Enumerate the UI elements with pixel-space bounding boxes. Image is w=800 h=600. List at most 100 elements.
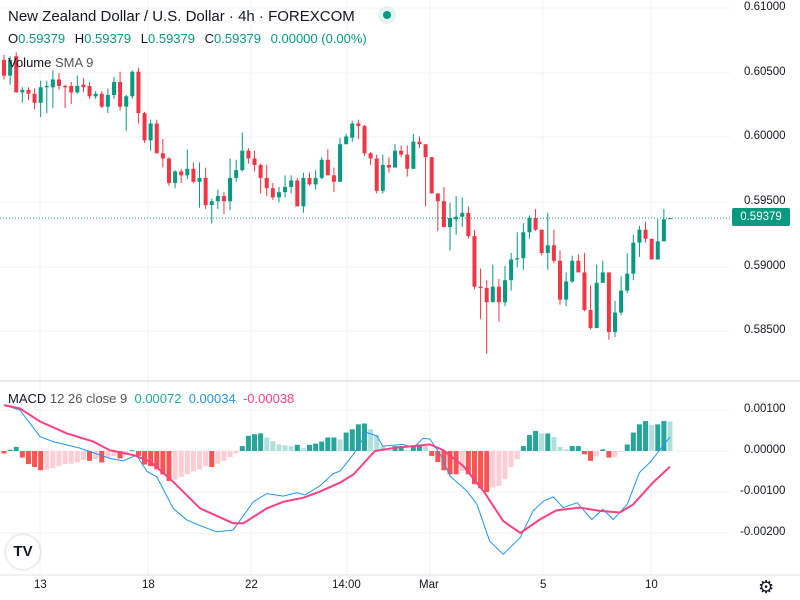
macd-histogram-bar (68, 451, 74, 464)
macd-histogram-bar (215, 451, 221, 464)
candle-body (655, 241, 660, 260)
candle-body (637, 229, 642, 243)
macd-axis-label: -0.00200 (740, 526, 786, 538)
macd-histogram-bar (300, 448, 306, 451)
macd-histogram-bar (233, 451, 239, 454)
macd-histogram-bar (606, 451, 612, 458)
macd-histogram-bar (667, 421, 673, 451)
candle-body (393, 150, 398, 168)
candle-body (130, 71, 135, 97)
macd-histogram-bar (239, 446, 245, 451)
candle-body (246, 150, 251, 159)
macd-histogram-bar (398, 446, 404, 451)
macd-histogram-bar (44, 451, 50, 470)
open-label: O (8, 31, 19, 46)
candle-body (319, 159, 324, 178)
candle-body (460, 212, 465, 217)
candle-body (545, 245, 550, 254)
macd-histogram-bar (325, 437, 331, 451)
macd-histogram-bar (270, 441, 276, 451)
candle-body (472, 236, 477, 287)
macd-histogram-bar (32, 451, 38, 467)
tradingview-logo[interactable]: TV (6, 535, 40, 569)
candle-body (338, 144, 343, 182)
candle-body (301, 177, 306, 207)
macd-histogram-bar (539, 433, 545, 451)
candle-body (417, 141, 422, 145)
gear-icon[interactable]: ⚙ (758, 577, 775, 597)
volume-sma-label: SMA 9 (55, 55, 94, 70)
market-open-dot-icon[interactable] (378, 6, 396, 24)
candle-body (478, 286, 483, 288)
macd-histogram-bar (404, 450, 410, 452)
candle-body (69, 85, 74, 93)
macd-histogram-bar (142, 451, 148, 465)
macd-histogram-bar (618, 451, 624, 452)
macd-signal-value: -0.00038 (242, 391, 295, 406)
macd-line-value: 0.00034 (188, 391, 236, 406)
macd-histogram-bar (172, 451, 178, 480)
macd-histogram-bar (594, 451, 600, 456)
price-axis-label: 0.61000 (744, 1, 786, 13)
symbol-title[interactable]: New Zealand Dollar / U.S. Dollar · 4h · … (8, 8, 355, 25)
macd-histogram-bar (190, 451, 196, 472)
macd-histogram-bar (19, 451, 25, 458)
candle-body (87, 85, 92, 97)
candle-body (411, 141, 416, 169)
candle-body (111, 82, 116, 96)
candle-body (350, 123, 355, 138)
candle-body (582, 272, 587, 310)
volume-legend[interactable]: Volume SMA 9 (8, 55, 93, 70)
candle-body (356, 123, 361, 127)
candle-body (209, 201, 214, 206)
candle-body (619, 290, 624, 313)
macd-histogram-bar (520, 446, 526, 451)
macd-histogram-bar (374, 435, 380, 451)
macd-histogram-bar (349, 429, 355, 451)
candle-body (490, 286, 495, 303)
candle-body (441, 201, 446, 228)
volume-label: Volume (8, 55, 52, 70)
candle-body (20, 89, 25, 93)
macd-histogram-bar (184, 451, 190, 475)
candle-body (179, 171, 184, 176)
candle-body (558, 260, 563, 300)
macd-histogram-bar (87, 451, 93, 461)
candle-body (484, 287, 489, 303)
candle-body (527, 218, 532, 233)
macd-legend[interactable]: MACD 12 26 close 9 0.00072 0.00034 -0.00… (8, 391, 294, 406)
candle-body (643, 229, 648, 239)
time-axis-label: 10 (645, 579, 658, 591)
macd-histogram-bar (264, 437, 270, 451)
ohlc-legend: O0.59379 H0.59379 L0.59379 C0.59379 0.00… (8, 31, 373, 46)
candle-body (295, 180, 300, 207)
candle-body (124, 96, 129, 107)
macd-histogram-bar (294, 444, 300, 451)
candle-body (50, 79, 55, 88)
candle-body (509, 259, 514, 281)
macd-histogram-bar (459, 451, 465, 472)
candle-body (631, 242, 636, 274)
macd-histogram-bar (38, 451, 44, 471)
macd-histogram-bar (478, 451, 484, 489)
macd-histogram-bar (649, 425, 655, 451)
macd-histogram-bar (630, 432, 636, 451)
macd-histogram-bar (429, 451, 435, 456)
high-label: H (74, 31, 85, 46)
macd-histogram-bar (545, 433, 551, 451)
macd-histogram-bar (508, 451, 514, 467)
macd-histogram-bar (13, 446, 19, 451)
price-axis-label: 0.60500 (744, 66, 786, 78)
candle-body (606, 272, 611, 332)
high-value: 0.59379 (84, 31, 132, 46)
candle-body (26, 89, 31, 94)
grid-lines (0, 0, 730, 575)
macd-histogram-bar (557, 446, 563, 451)
macd-histogram-bar (441, 451, 447, 471)
macd-histogram-bar (160, 451, 166, 475)
candle-body (625, 273, 630, 291)
macd-axis-label: 0.00000 (744, 444, 786, 456)
candle-body (331, 175, 336, 182)
candle-body (75, 85, 80, 93)
